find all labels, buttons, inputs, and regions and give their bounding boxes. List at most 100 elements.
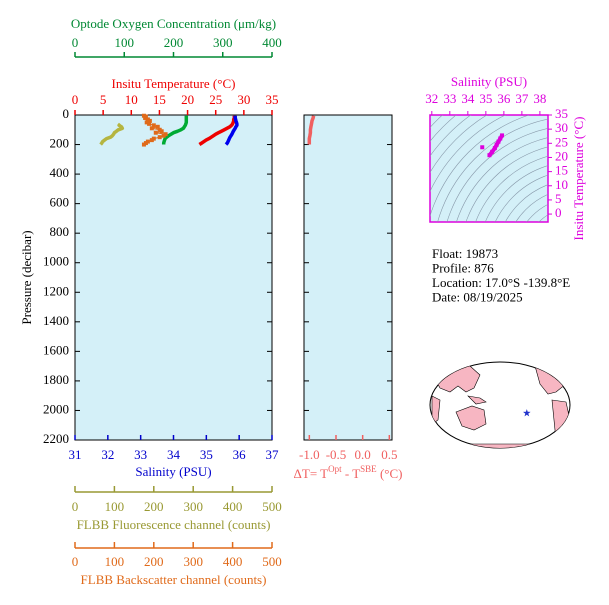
y-tick-label: 2200	[43, 431, 69, 446]
x-tick-label: 400	[223, 554, 243, 569]
y-tick-label: 400	[50, 165, 70, 180]
x-tick-label: 0	[72, 499, 79, 514]
x-tick-label: 32	[425, 91, 438, 106]
x-tick-label: 200	[164, 35, 184, 50]
x-tick-label: 25	[209, 92, 222, 107]
x-axis-title: FLBB Fluorescence channel (counts)	[77, 517, 271, 532]
profile-line	[224, 114, 239, 146]
density-contour	[538, 214, 548, 222]
profile-line	[161, 114, 189, 145]
x-axis-title: Insitu Temperature (°C)	[112, 76, 236, 91]
y-tick-label: 600	[50, 195, 70, 210]
profile-marker	[143, 115, 148, 120]
x-tick-label: 300	[213, 35, 233, 50]
y-tick-label: 20	[555, 148, 568, 163]
y-tick-label: 1000	[43, 254, 69, 269]
profile-marker	[155, 124, 160, 129]
float-info: Location: 17.0°S -139.8°E	[432, 275, 570, 290]
x-tick-label: 100	[115, 35, 135, 50]
y-tick-label: 0	[63, 106, 70, 121]
x-tick-label: 200	[144, 499, 164, 514]
plot-background	[429, 114, 549, 223]
x-axis-title-part: Opt	[328, 464, 342, 474]
x-tick-label: 200	[144, 554, 164, 569]
y-axis-title: Insitu Temperature (°C)	[571, 117, 586, 241]
profile-line	[307, 115, 316, 145]
y-tick-label: 35	[555, 106, 568, 121]
profile-line	[99, 122, 125, 146]
y-tick-label: 800	[50, 224, 70, 239]
x-axis-title-part: SBE	[360, 464, 377, 474]
ts-line	[487, 134, 504, 157]
y-tick-label: 15	[555, 163, 568, 178]
profile-line	[198, 114, 237, 146]
x-axis-title-part: ΔT= T	[294, 466, 329, 481]
x-tick-label: -1.0	[299, 447, 320, 462]
x-tick-label: 100	[105, 499, 125, 514]
float-info: Float: 19873	[432, 246, 498, 261]
y-tick-label: 30	[555, 120, 568, 135]
profile-marker	[157, 135, 162, 140]
x-tick-label: 37	[515, 91, 529, 106]
x-tick-label: 20	[181, 92, 194, 107]
y-tick-label: 1800	[43, 372, 69, 387]
float-location	[523, 409, 531, 417]
y-tick-label: 200	[50, 136, 70, 151]
profile-marker	[147, 121, 152, 126]
x-tick-label: 36	[497, 91, 511, 106]
x-tick-label: 38	[533, 91, 546, 106]
x-tick-label: -0.5	[326, 447, 347, 462]
plot-background	[74, 114, 273, 441]
x-axis-title: FLBB Backscatter channel (counts)	[81, 572, 267, 587]
profile-marker	[149, 126, 154, 131]
x-tick-label: 100	[105, 554, 125, 569]
x-axis-title-part: - T	[342, 466, 361, 481]
y-tick-label: 2000	[43, 401, 69, 416]
x-tick-label: 500	[262, 499, 282, 514]
profile-marker	[151, 123, 156, 128]
x-tick-label: 0.0	[355, 447, 371, 462]
y-tick-label: 10	[555, 177, 568, 192]
ts-point	[487, 153, 492, 158]
y-tick-label: 0	[555, 205, 562, 220]
x-tick-label: 10	[125, 92, 138, 107]
x-tick-label: 300	[183, 499, 203, 514]
x-tick-label: 400	[262, 35, 282, 50]
x-axis-title: Salinity (PSU)	[451, 74, 527, 89]
profile-marker	[141, 142, 146, 147]
x-tick-label: 30	[237, 92, 250, 107]
x-axis-title: ΔT= TOpt - TSBE (°C)	[294, 464, 403, 481]
y-tick-label: 1400	[43, 313, 69, 328]
x-tick-label: 36	[233, 447, 247, 462]
x-tick-label: 33	[134, 447, 147, 462]
profile-marker	[147, 118, 152, 123]
x-axis-title: Optode Oxygen Concentration (μm/kg)	[71, 16, 276, 31]
y-tick-label: 5	[555, 191, 562, 206]
x-tick-label: 0.5	[381, 447, 397, 462]
indonesia	[467, 395, 487, 405]
y-axis-title: Pressure (decibar)	[19, 230, 34, 324]
float-info: Profile: 876	[432, 260, 494, 275]
x-tick-label: 35	[479, 91, 492, 106]
africa	[431, 395, 441, 425]
world-map	[429, 361, 571, 449]
antarctica	[439, 443, 561, 448]
x-tick-label: 400	[223, 499, 243, 514]
x-tick-label: 300	[183, 554, 203, 569]
x-tick-label: 0	[72, 92, 79, 107]
x-axis-title-part: (°C)	[377, 466, 403, 481]
x-axis-title: Salinity (PSU)	[135, 464, 211, 479]
y-tick-label: 1600	[43, 342, 69, 357]
x-tick-label: 34	[167, 447, 181, 462]
x-tick-label: 37	[266, 447, 280, 462]
x-tick-label: 34	[461, 91, 475, 106]
x-tick-label: 33	[443, 91, 456, 106]
y-tick-label: 1200	[43, 283, 69, 298]
ts-point	[480, 145, 485, 150]
x-tick-label: 15	[153, 92, 166, 107]
x-tick-label: 31	[69, 447, 82, 462]
australia	[455, 405, 487, 431]
x-tick-label: 35	[200, 447, 213, 462]
x-tick-label: 5	[100, 92, 107, 107]
